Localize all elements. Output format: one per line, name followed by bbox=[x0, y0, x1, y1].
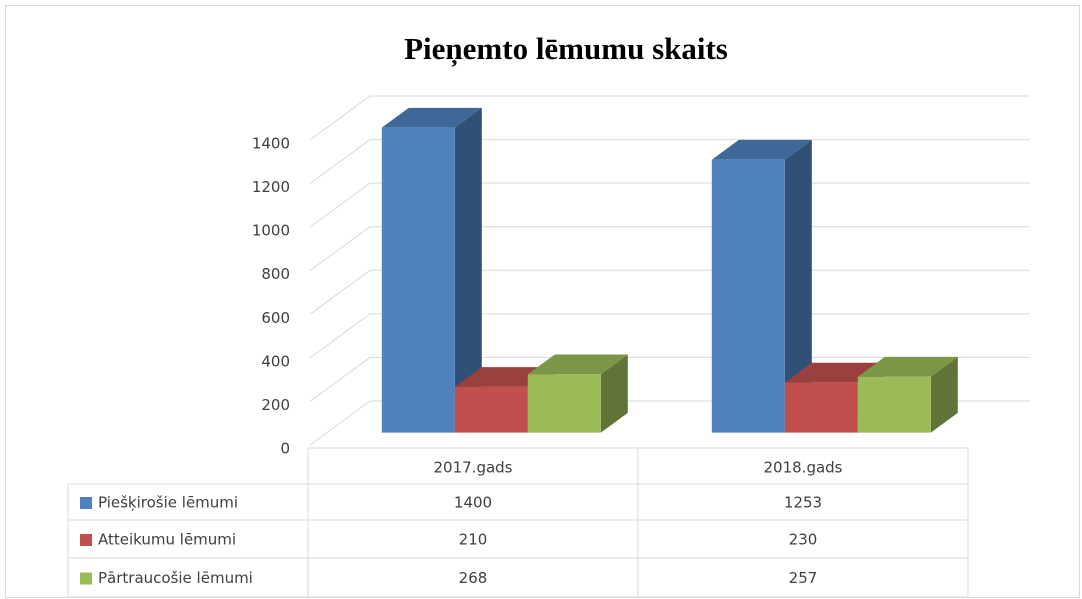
bar-side bbox=[600, 354, 628, 433]
legend-swatch bbox=[80, 497, 92, 509]
table-value: 268 bbox=[459, 569, 488, 587]
legend-label: Piešķirošie lēmumi bbox=[98, 494, 238, 512]
chart-border bbox=[5, 5, 1080, 598]
y-tick-label: 200 bbox=[261, 396, 290, 414]
chart-title: Pieņemto lēmumu skaits bbox=[404, 31, 728, 67]
bar-top bbox=[527, 354, 628, 375]
bar-front bbox=[527, 374, 601, 433]
bar bbox=[857, 356, 958, 433]
bar bbox=[381, 107, 482, 433]
legend-swatch bbox=[80, 534, 92, 546]
table-value: 230 bbox=[789, 531, 818, 549]
bar-front bbox=[381, 127, 455, 433]
bar-side bbox=[784, 139, 812, 433]
bar bbox=[711, 139, 812, 433]
y-tick-label: 600 bbox=[261, 309, 290, 327]
table-value: 1253 bbox=[784, 494, 822, 512]
legend-swatch bbox=[80, 572, 92, 585]
bar-side bbox=[454, 107, 482, 433]
bar-side bbox=[930, 356, 958, 433]
bar-top bbox=[711, 139, 812, 160]
x-tick-label: 2018.gads bbox=[764, 459, 843, 477]
bar-top bbox=[381, 107, 482, 128]
y-tick-label: 1200 bbox=[252, 178, 290, 196]
bar-front bbox=[711, 159, 785, 433]
x-tick-label: 2017.gads bbox=[434, 459, 513, 477]
y-tick-label: 1400 bbox=[252, 135, 290, 153]
bar-front bbox=[784, 382, 858, 433]
grid-line bbox=[309, 95, 1030, 141]
legend-label: Pārtraucošie lēmumi bbox=[98, 569, 253, 587]
grid-line bbox=[309, 139, 1030, 184]
y-tick-label: 1000 bbox=[252, 222, 290, 240]
y-tick-label: 800 bbox=[261, 265, 290, 283]
bar-front bbox=[454, 386, 528, 433]
y-tick-label: 400 bbox=[261, 352, 290, 370]
bar-front bbox=[857, 376, 931, 433]
table-value: 257 bbox=[789, 569, 818, 587]
table-value: 210 bbox=[459, 531, 488, 549]
y-tick-label: 0 bbox=[280, 440, 290, 458]
legend-label: Atteikumu lēmumi bbox=[98, 531, 236, 549]
bar-top bbox=[857, 356, 958, 377]
table-value: 1400 bbox=[454, 494, 492, 512]
bar bbox=[527, 354, 628, 433]
